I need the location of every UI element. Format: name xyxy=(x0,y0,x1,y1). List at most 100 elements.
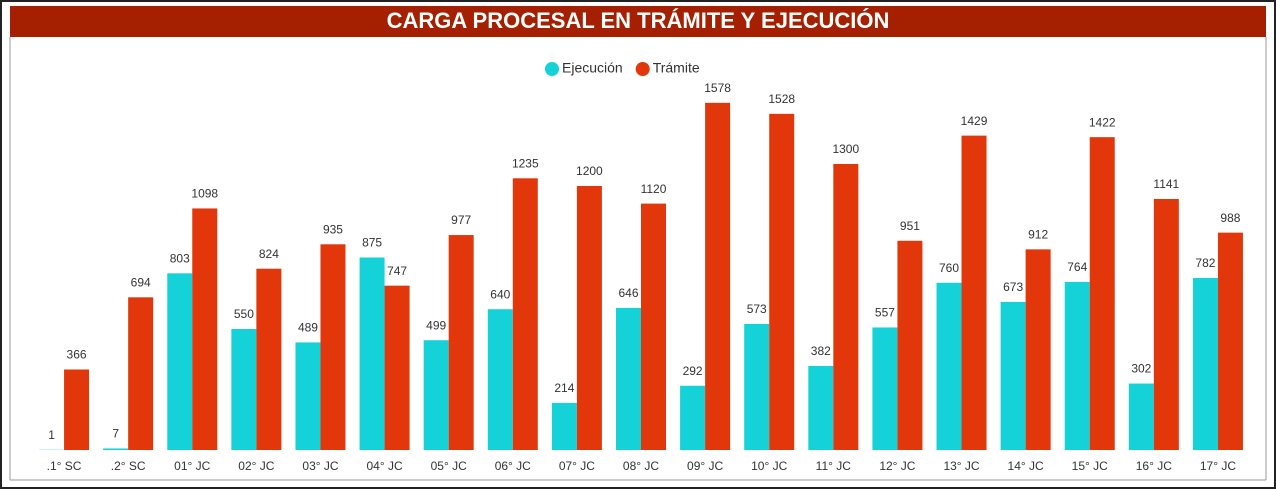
x-tick-label: 07° JC xyxy=(559,459,595,473)
bar xyxy=(103,448,129,450)
x-tick-label: 01° JC xyxy=(174,459,210,473)
data-label: 694 xyxy=(131,275,151,289)
data-label: 646 xyxy=(618,286,638,300)
bar xyxy=(961,135,987,450)
data-label: 951 xyxy=(900,219,920,233)
data-label: 1120 xyxy=(641,182,667,196)
data-label: 640 xyxy=(490,287,510,301)
data-label: 875 xyxy=(362,236,382,250)
data-label: 1300 xyxy=(832,142,859,156)
bar xyxy=(936,282,962,450)
bar xyxy=(872,327,898,450)
data-label: 7 xyxy=(112,427,119,441)
data-label: 935 xyxy=(323,222,343,236)
data-label: 1528 xyxy=(768,92,795,106)
bar xyxy=(769,113,795,450)
data-label: 366 xyxy=(67,348,87,362)
bar xyxy=(384,285,410,450)
bar xyxy=(1000,301,1026,450)
x-tick-label: 04° JC xyxy=(367,459,403,473)
bar xyxy=(359,257,385,450)
data-label: 1422 xyxy=(1089,115,1116,129)
bar xyxy=(576,186,602,450)
data-label: 803 xyxy=(170,252,190,266)
bar xyxy=(448,235,474,450)
bar xyxy=(641,203,666,450)
bar xyxy=(1153,198,1179,450)
bar xyxy=(1064,281,1090,450)
bar xyxy=(833,164,859,450)
x-tick-label: 13° JC xyxy=(943,459,979,473)
bar xyxy=(192,208,218,450)
x-tick-label: 08° JC xyxy=(623,459,659,473)
data-label: 1429 xyxy=(961,114,988,128)
data-label: 1235 xyxy=(512,156,539,170)
bar xyxy=(512,178,538,451)
data-label: 782 xyxy=(1195,256,1215,270)
data-label: 550 xyxy=(234,307,254,321)
data-label: 302 xyxy=(1131,362,1151,376)
bar xyxy=(1217,232,1243,450)
x-tick-label: 16° JC xyxy=(1136,459,1172,473)
data-label: 1578 xyxy=(704,81,731,95)
data-label: 1098 xyxy=(191,187,218,201)
bar xyxy=(1025,249,1051,450)
legend-swatch[interactable] xyxy=(635,62,650,76)
data-label: 988 xyxy=(1220,211,1240,225)
x-tick-label: 17° JC xyxy=(1200,459,1236,473)
x-tick-label: 06° JC xyxy=(495,459,531,473)
data-label: 673 xyxy=(1003,280,1023,294)
bar xyxy=(487,309,513,450)
bar xyxy=(808,365,834,450)
bar xyxy=(705,102,731,450)
legend-swatch[interactable] xyxy=(545,62,559,76)
bar xyxy=(744,323,770,450)
bar xyxy=(1128,383,1154,450)
bar xyxy=(897,240,923,450)
x-tick-label: 09° JC xyxy=(687,459,723,473)
bar xyxy=(551,402,577,450)
data-label: 557 xyxy=(875,306,895,320)
title-bar xyxy=(10,6,1266,37)
x-tick-label: .1° SC xyxy=(47,459,82,473)
data-label: 912 xyxy=(1028,228,1048,242)
x-tick-label: 05° JC xyxy=(431,459,467,473)
bar xyxy=(256,268,282,450)
bar xyxy=(128,297,154,450)
data-label: 760 xyxy=(939,261,959,275)
data-label: 977 xyxy=(451,213,471,227)
data-label: 824 xyxy=(259,247,279,261)
x-tick-label: 15° JC xyxy=(1072,459,1108,473)
data-label: 292 xyxy=(683,364,703,378)
x-tick-label: 12° JC xyxy=(879,459,915,473)
bar xyxy=(1089,137,1115,450)
data-label: 747 xyxy=(387,264,407,278)
data-label: 764 xyxy=(1067,260,1087,274)
data-label: 1200 xyxy=(576,164,603,178)
legend-label[interactable]: Trámite xyxy=(653,60,700,76)
data-label: 1141 xyxy=(1153,177,1179,191)
data-label: 214 xyxy=(554,381,574,395)
data-label: 489 xyxy=(298,321,318,335)
bar xyxy=(1192,277,1218,450)
data-label: 573 xyxy=(747,302,767,316)
legend-label[interactable]: Ejecución xyxy=(562,60,623,76)
data-label: 382 xyxy=(811,344,831,358)
x-tick-label: .2° SC xyxy=(111,459,146,473)
bar xyxy=(295,342,321,450)
bar xyxy=(64,369,90,450)
bar xyxy=(423,340,449,450)
x-tick-label: 02° JC xyxy=(238,459,274,473)
x-tick-label: 10° JC xyxy=(751,459,787,473)
bar xyxy=(680,385,706,450)
x-tick-label: 11° JC xyxy=(816,459,852,473)
bar xyxy=(320,244,346,450)
data-label: 1 xyxy=(48,428,55,442)
chart-title: CARGA PROCESAL EN TRÁMITE Y EJECUCIÓN xyxy=(387,8,890,33)
x-tick-label: 14° JC xyxy=(1008,459,1044,473)
bar xyxy=(231,329,257,450)
data-label: 499 xyxy=(426,318,446,332)
x-tick-label: 03° JC xyxy=(302,459,338,473)
bar xyxy=(616,307,641,450)
